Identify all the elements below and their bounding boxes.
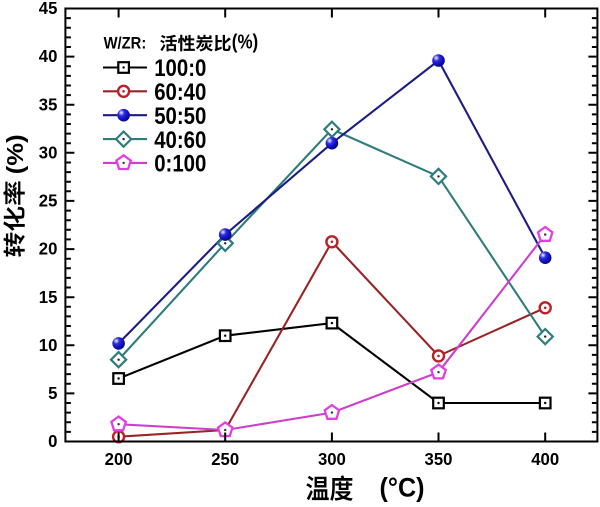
svg-text:0: 0 bbox=[48, 431, 57, 452]
svg-text:50:50: 50:50 bbox=[154, 102, 206, 129]
svg-text:200: 200 bbox=[105, 449, 133, 470]
svg-text:40:60: 40:60 bbox=[154, 126, 206, 153]
svg-text:300: 300 bbox=[318, 449, 346, 470]
svg-text:(°C): (°C) bbox=[380, 474, 425, 503]
svg-text:10: 10 bbox=[39, 334, 58, 355]
svg-text:W/ZR:: W/ZR: bbox=[104, 35, 147, 53]
svg-text:15: 15 bbox=[39, 286, 58, 307]
svg-text:40: 40 bbox=[39, 46, 58, 67]
svg-text:45: 45 bbox=[39, 0, 58, 18]
svg-text:250: 250 bbox=[211, 449, 239, 470]
svg-text:30: 30 bbox=[39, 142, 58, 163]
svg-text:(%): (%) bbox=[3, 134, 28, 174]
svg-text:60:40: 60:40 bbox=[154, 78, 206, 105]
svg-text:20: 20 bbox=[39, 238, 58, 259]
svg-text:0:100: 0:100 bbox=[154, 150, 206, 177]
svg-text:(%): (%) bbox=[232, 30, 258, 53]
svg-text:100:0: 100:0 bbox=[154, 55, 206, 82]
svg-text:5: 5 bbox=[48, 383, 58, 404]
svg-text:350: 350 bbox=[425, 449, 453, 470]
svg-text:400: 400 bbox=[531, 449, 559, 470]
svg-text:35: 35 bbox=[39, 94, 58, 115]
svg-text:25: 25 bbox=[39, 190, 58, 211]
